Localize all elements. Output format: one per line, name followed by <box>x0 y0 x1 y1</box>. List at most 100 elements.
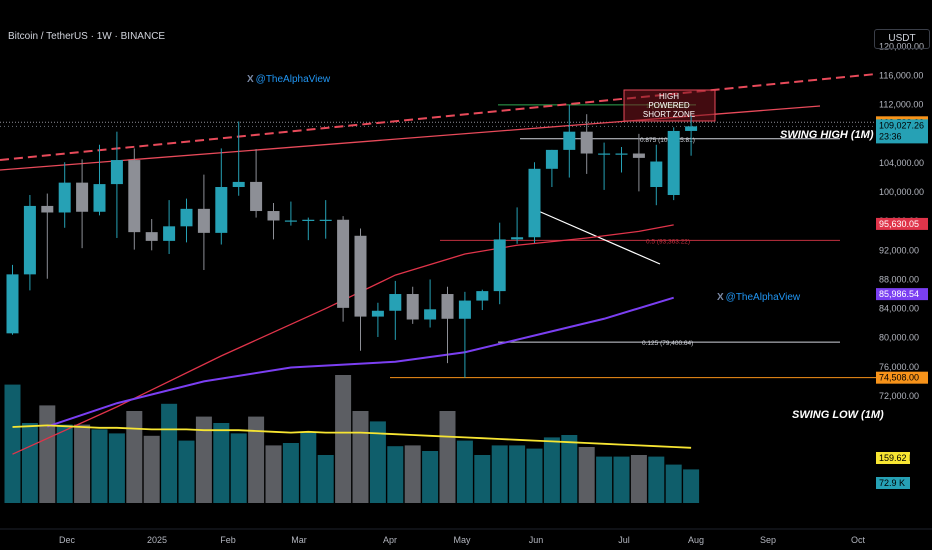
candle-body <box>598 153 611 155</box>
x-tick-label: Sep <box>760 535 776 545</box>
volume-bar <box>526 448 543 503</box>
volume-bar <box>456 440 473 503</box>
candle-body <box>302 219 315 221</box>
candle-body <box>424 309 437 320</box>
price-axis-label <box>876 288 928 301</box>
candle-body <box>389 294 402 311</box>
candle-body <box>41 205 54 213</box>
candle-body <box>93 184 106 212</box>
volume-bar <box>630 455 647 503</box>
ma-line <box>46 296 674 428</box>
candle-body <box>371 310 384 317</box>
volume-bar <box>491 445 508 503</box>
volume-bar <box>300 432 317 503</box>
x-logo-icon: X <box>717 292 724 303</box>
candle-body <box>23 205 36 275</box>
price-axis-label-text: 95,630.05 <box>879 219 919 229</box>
volume-ma-line <box>12 424 692 449</box>
candle-body <box>319 219 332 221</box>
price-axis-label <box>876 119 928 144</box>
volume-bar <box>683 469 700 503</box>
candle-body <box>615 153 628 155</box>
volume-bar <box>439 411 456 503</box>
volume-bar <box>596 456 613 503</box>
x-tick-label: Apr <box>383 535 397 545</box>
candle-body <box>406 294 419 320</box>
candle-body <box>180 208 193 227</box>
candle-body <box>511 237 524 240</box>
short-zone-label: POWERED <box>648 101 690 110</box>
y-tick-label: 80,000.00 <box>879 333 919 343</box>
candle-body <box>6 274 19 334</box>
candle-body <box>667 130 680 196</box>
candle-body <box>476 291 489 301</box>
volume-bar <box>39 405 56 503</box>
volume-bar <box>543 437 560 503</box>
candle-body <box>528 168 541 238</box>
volume-bar <box>422 451 439 503</box>
short-zone-label: HIGH <box>659 92 679 101</box>
price-axis-label-text: 74,508.00 <box>879 373 919 383</box>
volume-axis-label-text: 72.9 K <box>879 478 905 488</box>
volume-bar <box>265 445 282 503</box>
candle-body <box>232 181 245 188</box>
volume-bar <box>126 411 143 503</box>
fib-level-label: 0.5 (93,363.22) <box>646 238 690 245</box>
price-axis-label-text: 85,986.54 <box>879 289 919 299</box>
price-axis-label <box>876 217 928 230</box>
candle-body <box>284 220 297 222</box>
volume-bar <box>56 424 73 503</box>
candle-body <box>58 182 71 213</box>
ema-line <box>12 224 674 455</box>
candle-body <box>441 294 454 319</box>
volume-bar <box>248 416 265 503</box>
symbol-title: Bitcoin / TetherUS · 1W · BINANCE <box>8 31 166 42</box>
volume-bar <box>474 455 491 503</box>
volume-bar <box>665 464 682 503</box>
volume-bar <box>578 447 595 503</box>
short-zone-box <box>623 89 716 122</box>
volume-bar <box>282 443 299 503</box>
candle-body <box>563 131 576 150</box>
x-tick-label: Feb <box>220 535 236 545</box>
candle-body <box>128 160 141 233</box>
volume-bar <box>509 445 526 503</box>
fib-level-label: 0.125 (79,400.64) <box>642 340 693 347</box>
price-axis-label <box>876 371 928 384</box>
y-tick-label: 84,000.00 <box>879 304 919 314</box>
volume-bar <box>230 433 247 503</box>
x-tick-label: Jul <box>618 535 630 545</box>
volume-bar <box>369 421 386 503</box>
candle-body <box>163 226 176 241</box>
candle-body <box>110 160 123 185</box>
y-tick-label: 120,000.00 <box>879 42 924 52</box>
candle-body <box>76 182 89 212</box>
y-tick-label: 92,000.00 <box>879 245 919 255</box>
volume-bar <box>213 423 230 503</box>
volume-bar <box>613 456 630 503</box>
candle-body <box>545 149 558 169</box>
volume-bar <box>352 411 369 503</box>
y-tick-label: 72,000.00 <box>879 391 919 401</box>
y-tick-label: 116,000.00 <box>879 71 923 81</box>
currency-button[interactable]: USDT <box>874 29 930 49</box>
candle-body <box>632 153 645 158</box>
volume-axis-label-text: 159.62 K <box>879 453 915 463</box>
candle-body <box>215 187 228 233</box>
volume-bar <box>648 456 665 503</box>
candle-body <box>650 161 663 188</box>
y-tick-label: 76,000.00 <box>879 362 919 372</box>
watermark-top: X @TheAlphaView <box>247 74 331 85</box>
volume-bar <box>317 455 334 503</box>
candle-body <box>580 131 593 154</box>
x-tick-label: Aug <box>688 535 704 545</box>
volume-bar <box>4 384 21 503</box>
candle-body <box>250 181 263 212</box>
watermark-mid: X @TheAlphaView <box>717 292 801 303</box>
volume-bar <box>161 403 178 503</box>
candle-body <box>197 208 210 233</box>
candle-body <box>354 235 367 317</box>
short-zone-label: SHORT ZONE <box>643 110 695 119</box>
volume-bar <box>335 375 352 503</box>
